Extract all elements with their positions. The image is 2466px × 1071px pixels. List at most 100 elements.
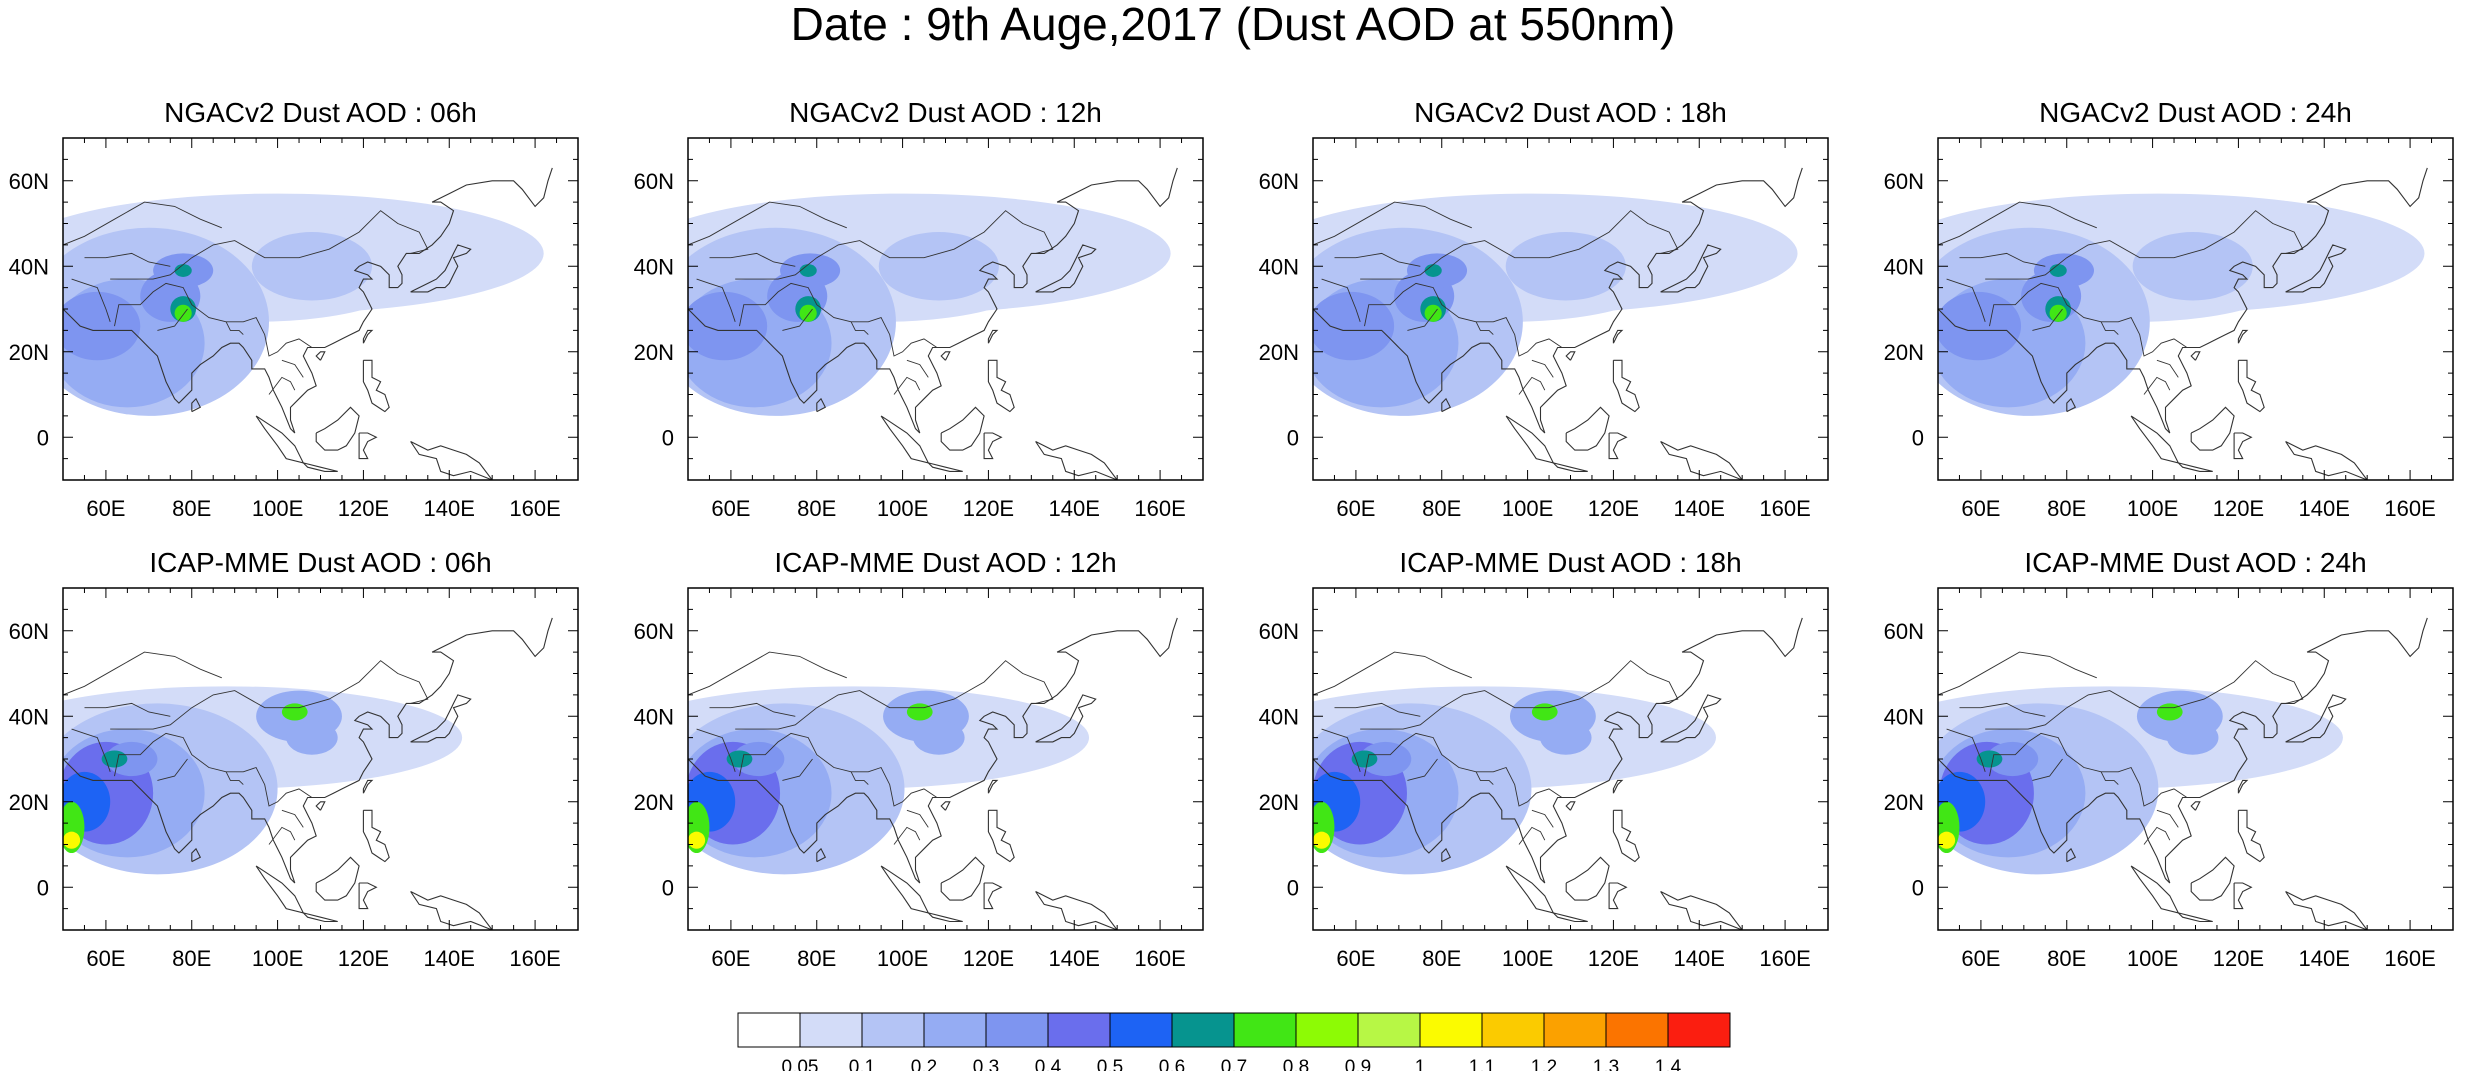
- coastline: [2237, 359, 2265, 413]
- coastline: [358, 432, 378, 460]
- aod-region: [2049, 304, 2067, 322]
- coastline: [2032, 758, 2063, 781]
- lon-tick-label: 140E: [424, 496, 475, 521]
- coastline: [2143, 826, 2171, 845]
- colorbar-box: [1295, 1012, 1359, 1048]
- lon-tick-label: 120E: [338, 496, 389, 521]
- lat-tick-label: 0: [1287, 875, 1299, 900]
- coastline: [2285, 891, 2368, 930]
- aod-region: [1938, 831, 1956, 849]
- coastline: [1360, 210, 1679, 280]
- coastline: [2066, 397, 2077, 413]
- dust-field: [688, 167, 1178, 480]
- coastline: [110, 210, 429, 280]
- coastline: [1313, 201, 1472, 246]
- coastline: [2156, 809, 2179, 828]
- coastline: [1985, 210, 2304, 280]
- coastline: [1441, 847, 1452, 863]
- aod-region: [799, 264, 817, 277]
- panel-title: ICAP-MME Dust AOD : 12h: [774, 547, 1116, 578]
- coastline: [2190, 801, 2201, 811]
- coastline: [709, 702, 796, 717]
- lon-tick-label: 120E: [1588, 496, 1639, 521]
- coastline: [1660, 441, 1743, 480]
- lat-tick-label: 0: [37, 875, 49, 900]
- coastline: [1612, 809, 1640, 863]
- lon-tick-label: 80E: [2047, 946, 2086, 971]
- coastline: [1552, 912, 1588, 923]
- colorbar-label: 0.8: [1283, 1057, 1309, 1071]
- aod-region: [1938, 291, 2022, 361]
- coastline: [987, 809, 1015, 863]
- lon-tick-label: 60E: [1336, 496, 1375, 521]
- lat-tick-label: 20N: [634, 340, 674, 365]
- lat-tick-label: 20N: [634, 790, 674, 815]
- lon-tick-label: 80E: [1422, 946, 1461, 971]
- aod-region: [251, 232, 372, 301]
- coastline: [983, 432, 1003, 460]
- coastline: [940, 856, 985, 901]
- lat-tick-label: 40N: [1884, 704, 1924, 729]
- colorbar-label: 1: [1415, 1057, 1426, 1071]
- lon-tick-label: 140E: [2299, 496, 2350, 521]
- coastline: [410, 441, 493, 480]
- lon-tick-label: 60E: [86, 496, 125, 521]
- lat-tick-label: 40N: [9, 254, 49, 279]
- coastline: [2100, 321, 2119, 335]
- aod-region: [1359, 741, 1412, 777]
- coastline: [1505, 415, 1555, 464]
- lon-tick-label: 100E: [877, 496, 928, 521]
- colorbar-label: 0.3: [973, 1057, 999, 1071]
- lat-tick-label: 20N: [1884, 340, 1924, 365]
- lon-tick-label: 100E: [877, 946, 928, 971]
- lon-tick-label: 100E: [1502, 496, 1553, 521]
- lat-tick-label: 60N: [1259, 619, 1299, 644]
- dust-field: [1938, 617, 2428, 930]
- lon-tick-label: 80E: [797, 496, 836, 521]
- aod-region: [63, 291, 141, 361]
- coastline: [1334, 702, 1421, 717]
- aod-region: [688, 831, 706, 849]
- lon-tick-label: 140E: [424, 946, 475, 971]
- dust-field: [1313, 167, 1803, 480]
- aod-region: [1986, 741, 2039, 777]
- coastline: [63, 617, 553, 884]
- coastline: [2130, 415, 2180, 464]
- coastline: [1612, 329, 1624, 344]
- lon-tick-label: 160E: [509, 496, 560, 521]
- lon-tick-label: 160E: [1759, 946, 1810, 971]
- lon-tick-label: 60E: [86, 946, 125, 971]
- colorbar-box: [799, 1012, 863, 1048]
- colorbar-box: [1109, 1012, 1173, 1048]
- coastline: [1313, 167, 1803, 434]
- coastline: [362, 359, 390, 413]
- map-panel: NGACv2 Dust AOD : 12h 60E 80E 100E 120E 140E 1…: [634, 97, 1204, 521]
- coastline: [2032, 308, 2063, 331]
- coastline: [1313, 651, 1472, 696]
- colorbar: 0.05 0.1 0.2 0.3 0.4 0.5 0.6 0.7 0.8 0.9 1 1.1 1.2 1.…: [737, 1012, 1731, 1071]
- coastline: [2156, 359, 2179, 378]
- coastline: [362, 809, 390, 863]
- coastline: [2237, 779, 2249, 794]
- colorbar-box: [1233, 1012, 1297, 1048]
- coastline: [1608, 432, 1628, 460]
- aod-region: [913, 720, 965, 755]
- colorbar-label: 0.4: [1035, 1057, 1062, 1071]
- coastline: [84, 252, 171, 267]
- colorbar-label: 0.2: [911, 1057, 937, 1071]
- coastline: [688, 201, 847, 246]
- lon-tick-label: 160E: [1134, 496, 1185, 521]
- coastline: [1565, 351, 1576, 361]
- coastline: [1035, 441, 1118, 480]
- lat-tick-label: 0: [37, 425, 49, 450]
- lon-tick-label: 120E: [963, 496, 1014, 521]
- lat-tick-label: 20N: [1259, 790, 1299, 815]
- coastline: [1035, 244, 1097, 293]
- aod-region: [174, 264, 192, 277]
- lon-tick-label: 80E: [172, 946, 211, 971]
- panel-title: NGACv2 Dust AOD : 06h: [164, 97, 477, 128]
- coastline: [983, 882, 1003, 910]
- lon-tick-label: 60E: [1961, 496, 2000, 521]
- coastline: [1360, 660, 1679, 730]
